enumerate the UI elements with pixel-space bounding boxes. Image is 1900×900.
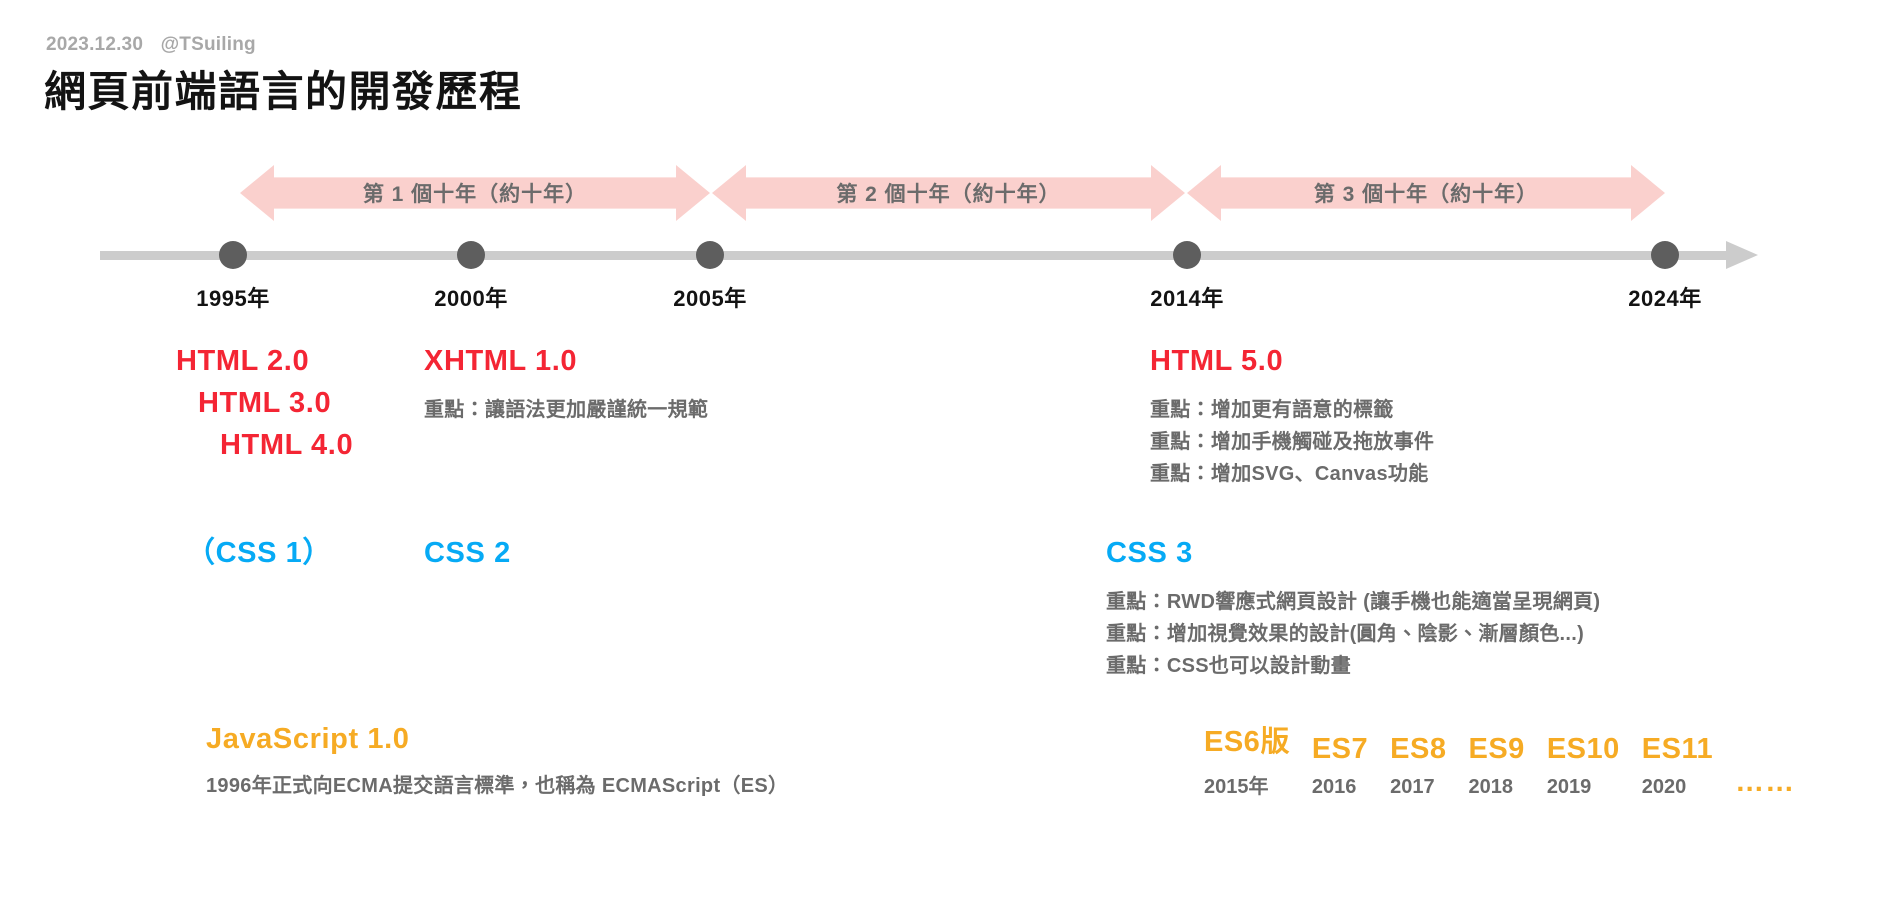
- html5-bullet-list: 重點：增加更有語意的標籤重點：增加手機觸碰及拖放事件 重點：增加SVG、Canva…: [1150, 394, 1434, 490]
- timeline-node-year: 1995年: [196, 286, 270, 311]
- es-release-year: 2017: [1390, 776, 1435, 798]
- es-release-year: 2018: [1468, 776, 1513, 798]
- css3-bullet: 重點：CSS也可以設計動畫: [1106, 655, 1352, 678]
- html5-bullet: 重點：增加手機觸碰及拖放事件: [1150, 431, 1435, 454]
- html-version-label: HTML 3.0: [198, 387, 332, 420]
- es-release-name: ES11: [1641, 733, 1714, 765]
- css1-title: （CSS 1）: [186, 537, 333, 569]
- page-title: 網頁前端語言的開發歷程: [44, 68, 523, 115]
- html5-bullet: 重點：增加SVG、Canvas功能: [1150, 463, 1429, 486]
- html-early-version-list: HTML 2.0 HTML 3.0 HTML 4.0: [176, 340, 353, 466]
- publish-date: 2023.12.30: [46, 34, 144, 55]
- timeline-node-year: 2024年: [1628, 286, 1702, 311]
- es-release-name: ES8: [1390, 733, 1447, 765]
- xhtml-bullet-list: 重點：讓語法更加嚴謹統一規範: [424, 394, 708, 426]
- html-version-label: HTML 2.0: [176, 345, 310, 377]
- es-release-name: ES6版: [1204, 726, 1290, 758]
- es-release-row: ES6版 2015年 ES7 2016 ES8 2017 ES9 2018 ES10 2019 ES…: [1204, 718, 1795, 799]
- css2-block: CSS 2: [424, 532, 511, 574]
- javascript-bullet: 1996年正式向ECMA提交語言標準，也稱為 ECMAScript（ES）: [206, 775, 789, 798]
- css3-title: CSS 3: [1106, 537, 1193, 569]
- timeline-node-dot: [1651, 241, 1679, 269]
- es-release-ellipsis: ……: [1735, 766, 1796, 798]
- es-release-year: 2015年: [1204, 776, 1269, 798]
- es-release-item: ES11 2020: [1642, 733, 1713, 799]
- timeline-node-dot: [696, 241, 724, 269]
- timeline-node-year: 2000年: [434, 286, 508, 311]
- decade-arrow-1: 第 1 個十年（約十年）: [240, 165, 710, 221]
- byline: 2023.12.30 @TSuiling: [46, 34, 256, 56]
- css3-block: CSS 3 重點：RWD響應式網頁設計 (讓手機也能適當呈現網頁) 重點：增加視覺…: [1106, 532, 1600, 682]
- html5-block: HTML 5.0 重點：增加更有語意的標籤重點：增加手機觸碰及拖放事件 重點：增加…: [1150, 340, 1434, 490]
- timeline-node-dot: [1173, 241, 1201, 269]
- decade-arrow-label: 第 3 個十年（約十年）: [1313, 183, 1539, 206]
- decade-arrow-3: 第 3 個十年（約十年）: [1187, 165, 1665, 221]
- decade-arrow-label: 第 1 個十年（約十年）: [362, 183, 588, 206]
- javascript-title: JavaScript 1.0: [206, 723, 410, 755]
- es-releases-block: ES6版 2015年 ES7 2016 ES8 2017 ES9 2018 ES10 2019 ES…: [1204, 718, 1795, 799]
- author-handle: @TSuiling: [160, 34, 256, 55]
- css1-block: （CSS 1）: [186, 532, 332, 574]
- xhtml-block: XHTML 1.0 重點：讓語法更加嚴謹統一規範: [424, 340, 708, 426]
- javascript-block: JavaScript 1.0 1996年正式向ECMA提交語言標準，也稱為 EC…: [206, 718, 788, 802]
- css3-bullet: 重點：增加視覺效果的設計(圓角、陰影、漸層顏色...): [1106, 623, 1585, 646]
- css3-bullet: 重點：RWD響應式網頁設計 (讓手機也能適當呈現網頁): [1106, 591, 1601, 614]
- es-release-item: ES9 2018: [1468, 733, 1524, 799]
- timeline-node-year: 2005年: [673, 286, 747, 311]
- timeline-node-year: 2014年: [1150, 286, 1224, 311]
- xhtml-bullet: 重點：讓語法更加嚴謹統一規範: [424, 399, 709, 422]
- css2-title: CSS 2: [424, 537, 511, 569]
- es-release-year: 2020: [1641, 776, 1687, 798]
- es-release-item: ES7 2016: [1312, 733, 1368, 799]
- css3-bullet-list: 重點：RWD響應式網頁設計 (讓手機也能適當呈現網頁) 重點：增加視覺效果的設計(…: [1106, 586, 1600, 682]
- es-release-year: 2019: [1546, 776, 1592, 798]
- decade-arrow-label: 第 2 個十年（約十年）: [836, 183, 1061, 206]
- html-version-label: HTML 4.0: [220, 429, 354, 462]
- es-release-item: ES6版 2015年: [1204, 718, 1290, 799]
- javascript-bullet-list: 1996年正式向ECMA提交語言標準，也稱為 ECMAScript（ES）: [206, 770, 788, 802]
- decade-arrow-2: 第 2 個十年（約十年）: [712, 165, 1185, 221]
- html5-title: HTML 5.0: [1150, 345, 1284, 377]
- timeline-axis-line: [100, 251, 1730, 260]
- es-release-item: ES8 2017: [1390, 733, 1446, 799]
- timeline-axis-arrowhead: [1726, 241, 1758, 269]
- timeline-node-dot: [457, 241, 485, 269]
- html-early-block: HTML 2.0 HTML 3.0 HTML 4.0: [176, 340, 353, 466]
- timeline-node-dot: [219, 241, 247, 269]
- es-release-item: ES10 2019: [1547, 733, 1620, 799]
- es-release-year: 2016: [1311, 776, 1357, 798]
- html5-bullet: 重點：增加更有語意的標籤: [1150, 399, 1394, 422]
- xhtml-title: XHTML 1.0: [424, 345, 578, 377]
- es-release-name: ES10: [1546, 733, 1620, 765]
- es-release-name: ES9: [1468, 733, 1525, 765]
- es-release-name: ES7: [1311, 733, 1369, 765]
